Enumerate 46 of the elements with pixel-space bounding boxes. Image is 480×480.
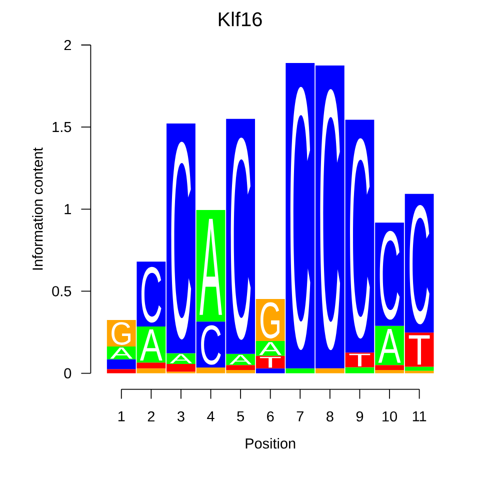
text: A <box>140 329 162 360</box>
text: A <box>378 328 401 363</box>
y-tick-label: 0.5 <box>52 286 72 296</box>
x-axis-title: Position <box>246 438 296 449</box>
x-tick-label: 2 <box>148 411 154 422</box>
y-tick-label: 1 <box>64 204 71 214</box>
series-label: T <box>260 356 281 368</box>
bar <box>345 367 374 374</box>
x-tick-label: 1 <box>118 411 125 422</box>
text: C <box>141 266 162 323</box>
text: G <box>260 302 280 338</box>
x-tick-label: 11 <box>412 411 426 422</box>
x-tick-label: 9 <box>356 411 364 422</box>
text: C <box>410 204 430 324</box>
x-tick-label: 5 <box>237 411 244 422</box>
x-tick-label: 6 <box>267 411 274 422</box>
text: C <box>230 138 251 340</box>
x-tick-label: 10 <box>382 411 397 422</box>
series-label: A <box>170 354 192 364</box>
x-tick-label: 7 <box>296 411 304 422</box>
bar <box>315 368 344 374</box>
bar <box>286 368 315 374</box>
text: T <box>349 354 370 366</box>
series-label: G <box>112 322 130 345</box>
text: A <box>229 354 252 364</box>
series-label: C <box>201 325 221 365</box>
x-tick-label: 8 <box>326 411 334 422</box>
bar <box>404 366 434 371</box>
text: A <box>110 348 133 359</box>
text: C <box>171 142 192 340</box>
text: C <box>320 89 340 350</box>
text: C <box>350 138 370 339</box>
y-axis-title: Information content <box>32 147 43 270</box>
y-tick-label: 0 <box>64 368 72 378</box>
x-tick-label: 4 <box>207 411 214 422</box>
text: T <box>408 335 430 365</box>
chart-title: Klf16 <box>218 12 262 26</box>
text: A <box>259 342 282 356</box>
y-tick-label: 1.5 <box>52 122 72 132</box>
bar <box>106 359 136 370</box>
text: A <box>200 218 222 315</box>
bar <box>256 368 285 374</box>
x-tick-label: 3 <box>178 411 184 422</box>
text: C <box>380 230 400 320</box>
y-tick-label: 2 <box>64 40 71 50</box>
bar <box>106 369 136 374</box>
